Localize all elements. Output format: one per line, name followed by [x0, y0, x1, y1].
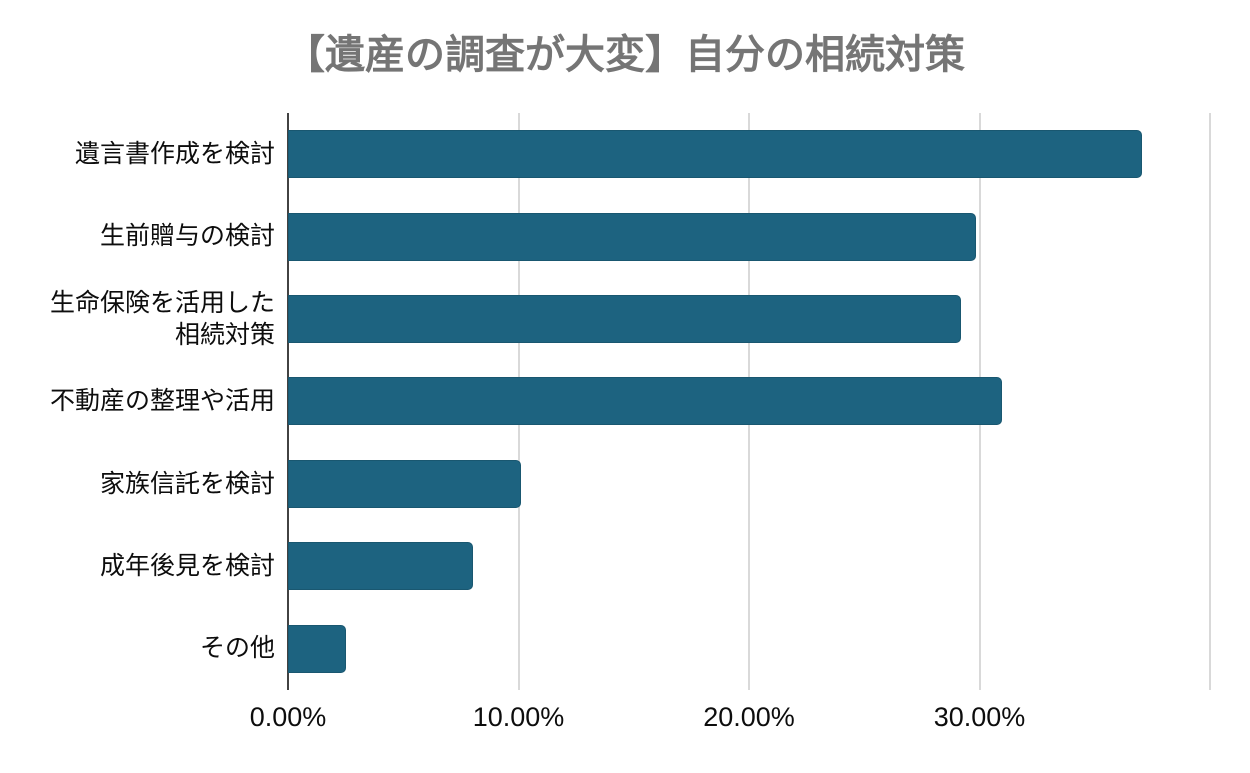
- bar-segment: [288, 542, 474, 591]
- bar-segment: [288, 624, 346, 673]
- bar-row: 家族信託を検討: [0, 443, 1250, 525]
- x-axis-tick-label: 10.00%: [472, 702, 565, 732]
- bar-row: 生命保険を活用した 相続対策: [0, 278, 1250, 360]
- bar-segment: [288, 212, 976, 261]
- bar-row: 遺言書作成を検討: [0, 113, 1250, 195]
- bar-segment: [288, 130, 1142, 179]
- category-label: 不動産の整理や活用: [49, 387, 275, 416]
- bar-track: [288, 195, 1250, 277]
- bar-row: その他: [0, 608, 1250, 690]
- plot-area: 遺言書作成を検討 生前贈与の検討 生命保険を活用した 相続対策 不動産の整理や活…: [0, 113, 1250, 690]
- bar-track: [288, 360, 1250, 442]
- category-label: 生前贈与の検討: [99, 222, 275, 251]
- x-axis-tick-label: 30.00%: [933, 702, 1026, 732]
- category-label: 遺言書作成を検討: [74, 139, 275, 168]
- gridline-40pct: [1209, 113, 1211, 690]
- bar-track: [288, 608, 1250, 690]
- bar-track: [288, 113, 1250, 195]
- x-axis: 0.00% 10.00% 20.00% 30.00%: [250, 702, 1210, 742]
- bar-row: 成年後見を検討: [0, 525, 1250, 607]
- category-label: 生命保険を活用した 相続対策: [49, 288, 275, 350]
- bar-segment: [288, 295, 962, 344]
- chart-title: 【遺産の調査が大変】自分の相続対策: [285, 33, 965, 77]
- bar-track: [288, 278, 1250, 360]
- bar-track: [288, 443, 1250, 525]
- category-label: 成年後見を検討: [99, 552, 275, 581]
- category-label: 家族信託を検討: [99, 469, 275, 498]
- bar-row: 生前贈与の検討: [0, 195, 1250, 277]
- bar-segment: [288, 459, 522, 508]
- category-label: その他: [199, 634, 275, 663]
- bar-segment: [288, 377, 1003, 426]
- bar-row: 不動産の整理や活用: [0, 360, 1250, 442]
- bar-rows: 遺言書作成を検討 生前贈与の検討 生命保険を活用した 相続対策 不動産の整理や活…: [0, 113, 1250, 690]
- x-axis-tick-label: 0.00%: [249, 702, 327, 732]
- x-axis-tick-label: 20.00%: [703, 702, 795, 732]
- bar-track: [288, 525, 1250, 607]
